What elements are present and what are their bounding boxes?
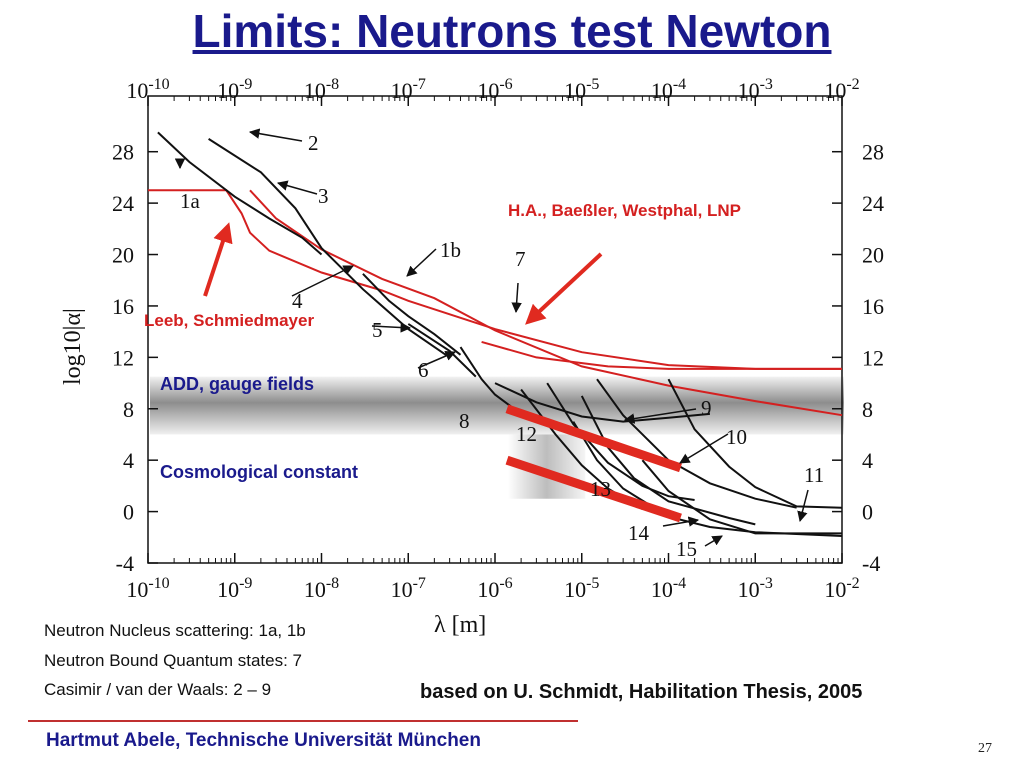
note-nucleus-scattering: Neutron Nucleus scattering: 1a, 1b — [44, 621, 306, 640]
x-tick-label-bottom-7: 10-3 — [738, 575, 773, 602]
y-tick-label-right-2: 4 — [862, 448, 873, 473]
x-tick-label-bottom-0: 10-10 — [126, 575, 169, 602]
curve-label-3: 3 — [318, 184, 329, 208]
curve-pointer-2 — [248, 128, 303, 142]
curve-label-4: 4 — [292, 289, 303, 313]
annotation-baessler: H.A., Baeßler, Westphal, LNP — [508, 201, 741, 220]
y-tick-label-right-3: 8 — [862, 397, 873, 422]
curve-7 — [481, 340, 842, 370]
footer-author: Hartmut Abele, Technische Universität Mü… — [46, 730, 481, 751]
y-tick-label-left-8: 28 — [112, 140, 134, 165]
curve-label-2: 2 — [308, 131, 319, 155]
x-axis-label: λ [m] — [434, 612, 486, 638]
curve-1a — [148, 189, 842, 370]
curve-10 — [596, 378, 797, 509]
y-axis-label: log10|α| — [60, 308, 86, 385]
curve-label-12: 12 — [516, 422, 537, 446]
curve-pointer-15 — [704, 535, 723, 547]
annotation-layer — [203, 222, 682, 523]
x-tick-label-top-7: 10-3 — [738, 76, 773, 103]
curve-pointer-7 — [511, 282, 522, 314]
x-tick-label-bottom-8: 10-2 — [824, 575, 859, 602]
curve-labels: 1a 2 3 1b 7 4 5 6 8 9 10 11 12 13 14 15 — [174, 128, 824, 561]
slide-title: Limits: Neutrons test Newton — [192, 5, 832, 57]
page-number: 27 — [978, 741, 992, 756]
x-tick-label-bottom-4: 10-6 — [477, 575, 512, 602]
curve-label-1b: 1b — [440, 238, 461, 262]
y-tick-label-right-4: 12 — [862, 345, 884, 370]
y-tick-label-left-1: 0 — [123, 500, 134, 525]
band-add-gauge — [150, 376, 844, 435]
band-label-cosmological: Cosmological constant — [160, 462, 358, 482]
curve-pointer-5 — [371, 322, 412, 333]
y-tick-label-left-2: 4 — [123, 448, 134, 473]
curve-pointer-4 — [291, 265, 354, 297]
y-tick-label-left-3: 8 — [123, 397, 134, 422]
curve-label-6: 6 — [418, 358, 429, 382]
x-tick-label-top-0: 10-10 — [126, 76, 169, 103]
curve-label-15: 15 — [676, 537, 697, 561]
curve-label-14: 14 — [628, 521, 650, 545]
y-tick-label-right-8: 28 — [862, 140, 884, 165]
y-tick-label-right-1: 0 — [862, 500, 873, 525]
curve-4 — [362, 273, 462, 356]
y-tick-label-right-7: 24 — [862, 191, 884, 216]
y-tick-label-right-6: 20 — [862, 243, 884, 268]
note-bound-states: Neutron Bound Quantum states: 7 — [44, 650, 302, 670]
x-tick-label-top-5: 10-5 — [564, 76, 599, 103]
footer-divider — [28, 720, 578, 722]
source-citation: based on U. Schmidt, Habilitation Thesis… — [420, 681, 863, 703]
curve-2 — [157, 131, 323, 256]
red-arrow-leeb — [203, 222, 233, 297]
x-tick-label-top-4: 10-6 — [477, 76, 512, 103]
curve-pointer-1b — [406, 248, 437, 277]
curve-pointer-10 — [679, 433, 729, 464]
sensitivity-bar-2 — [505, 455, 682, 523]
curve-label-9: 9 — [701, 396, 712, 420]
curve-label-1a: 1a — [180, 189, 201, 213]
curve-pointer-11 — [797, 489, 809, 523]
x-tick-label-bottom-6: 10-4 — [651, 575, 686, 602]
bands-layer — [150, 376, 844, 499]
y-tick-label-left-0: -4 — [116, 551, 134, 576]
x-tick-label-bottom-2: 10-8 — [304, 575, 339, 602]
x-tick-label-bottom-5: 10-5 — [564, 575, 599, 602]
red-arrow-baessler — [525, 252, 603, 325]
curve-label-5: 5 — [372, 318, 383, 342]
curve-label-11: 11 — [804, 463, 824, 487]
curve-12 — [546, 382, 695, 501]
curve-pointer-6 — [417, 350, 456, 369]
curve-15 — [641, 459, 842, 535]
y-tick-label-left-7: 24 — [112, 191, 134, 216]
curve-label-7: 7 — [515, 247, 526, 271]
x-tick-label-top-6: 10-4 — [651, 76, 686, 103]
curve-pointer-3 — [276, 180, 318, 195]
curve-6 — [459, 346, 522, 415]
notes-list: Neutron Nucleus scattering: 1a, 1b Neutr… — [44, 616, 306, 705]
x-tick-label-bottom-3: 10-7 — [391, 575, 426, 602]
x-tick-label-top-3: 10-7 — [391, 76, 426, 103]
curve-1b — [249, 189, 843, 417]
y-tick-label-left-4: 12 — [112, 345, 134, 370]
note-casimir: Casimir / van der Waals: 2 – 9 — [44, 680, 272, 699]
y-tick-label-right-5: 16 — [862, 294, 884, 319]
annotation-leeb: Leeb, Schmiedmayer — [144, 311, 314, 330]
x-tick-label-bottom-1: 10-9 — [217, 575, 252, 602]
sensitivity-bar-1 — [505, 404, 682, 473]
y-tick-label-left-5: 16 — [112, 294, 134, 319]
curve-pointer-9 — [623, 408, 697, 424]
curve-pointer-14 — [662, 516, 700, 527]
x-tick-label-top-1: 10-9 — [217, 76, 252, 103]
band-label-add: ADD, gauge fields — [160, 374, 314, 394]
curve-5 — [407, 323, 477, 378]
y-tick-label-right-0: -4 — [862, 551, 880, 576]
x-tick-label-top-2: 10-8 — [304, 76, 339, 103]
y-tick-label-left-6: 20 — [112, 243, 134, 268]
x-tick-label-top-8: 10-2 — [824, 76, 859, 103]
curve-label-8: 8 — [459, 409, 470, 433]
curve-label-13: 13 — [590, 477, 611, 501]
curve-label-10: 10 — [726, 425, 747, 449]
